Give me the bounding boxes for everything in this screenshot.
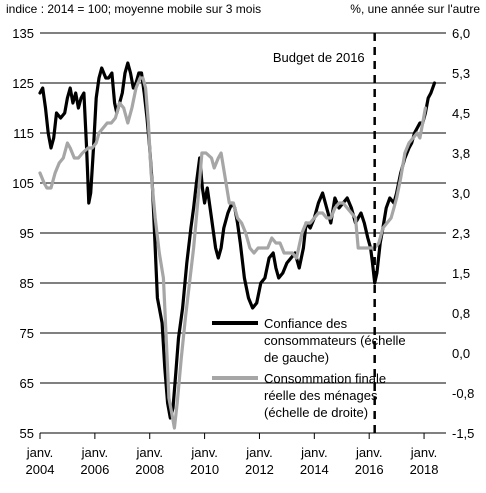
- x-tick-label: janv.: [81, 445, 109, 460]
- legend: Confiance des consommateurs (échelle de …: [212, 316, 409, 420]
- left-axis-ticks: 135 125 115 105 95 85 75 65 55: [12, 26, 34, 441]
- y-left-tick-label: 105: [12, 176, 34, 191]
- x-tick-label: janv.: [26, 445, 54, 460]
- right-axis-ticks: 6,0 5,3 4,5 3,8 3,0 2,3 1,5 0,8 0,0 -0,8 -1,5: [452, 26, 474, 441]
- x-tick-label: janv.: [410, 445, 438, 460]
- left-axis-title: indice : 2014 = 100; moyenne mobile sur …: [6, 2, 262, 16]
- x-tick-year: 2012: [245, 462, 274, 477]
- x-tick-year: 2010: [190, 462, 219, 477]
- x-tick-year: 2008: [135, 462, 164, 477]
- y-right-tick-label: 3,8: [452, 146, 470, 161]
- y-left-tick-label: 95: [20, 226, 34, 241]
- y-right-tick-label: 6,0: [452, 26, 470, 41]
- y-left-tick-label: 55: [20, 426, 34, 441]
- y-right-tick-label: 1,5: [452, 266, 470, 281]
- y-left-tick-label: 115: [13, 126, 34, 141]
- x-axis-ticks: janv. 2004 janv. 2006 janv. 2008 janv. 2010 janv…: [26, 432, 446, 477]
- y-left-tick-label: 75: [20, 326, 34, 341]
- x-tick-label: janv.: [300, 445, 328, 460]
- y-left-tick-label: 85: [20, 276, 34, 291]
- budget-label: Budget de 2016: [273, 50, 365, 65]
- x-tick-year: 2016: [355, 462, 384, 477]
- series-layer: [38, 61, 437, 430]
- y-right-tick-label: 4,5: [452, 106, 470, 121]
- series-line-consumer-confidence: [38, 61, 437, 420]
- gridlines: [40, 32, 446, 434]
- y-right-tick-label: -0,8: [452, 386, 474, 401]
- x-tick-year: 2014: [300, 462, 329, 477]
- series-line-household-consumption: [38, 76, 427, 430]
- x-tick-year: 2006: [80, 462, 109, 477]
- y-right-tick-label: -1,5: [452, 426, 474, 441]
- y-left-tick-label: 135: [12, 26, 34, 41]
- legend-label-household-consumption: Consommation finale réelle des ménages (…: [264, 371, 390, 420]
- x-tick-label: janv.: [190, 445, 218, 460]
- x-tick-label: janv.: [355, 445, 383, 460]
- x-tick-year: 2018: [410, 462, 439, 477]
- y-right-tick-label: 3,0: [452, 186, 470, 201]
- x-tick-label: janv.: [135, 445, 163, 460]
- legend-label-consumer-confidence: Confiance des consommateurs (échelle de …: [264, 316, 409, 365]
- right-axis-title: %, une année sur l'autre: [350, 2, 480, 16]
- budget-annotation: Budget de 2016: [273, 33, 376, 433]
- x-tick-year: 2004: [26, 462, 55, 477]
- y-right-tick-label: 2,3: [452, 226, 470, 241]
- y-right-tick-label: 5,3: [452, 66, 470, 81]
- x-tick-label: janv.: [245, 445, 273, 460]
- y-left-tick-label: 65: [20, 376, 34, 391]
- y-right-tick-label: 0,8: [452, 306, 470, 321]
- y-right-tick-label: 0,0: [452, 346, 470, 361]
- y-left-tick-label: 125: [12, 76, 34, 91]
